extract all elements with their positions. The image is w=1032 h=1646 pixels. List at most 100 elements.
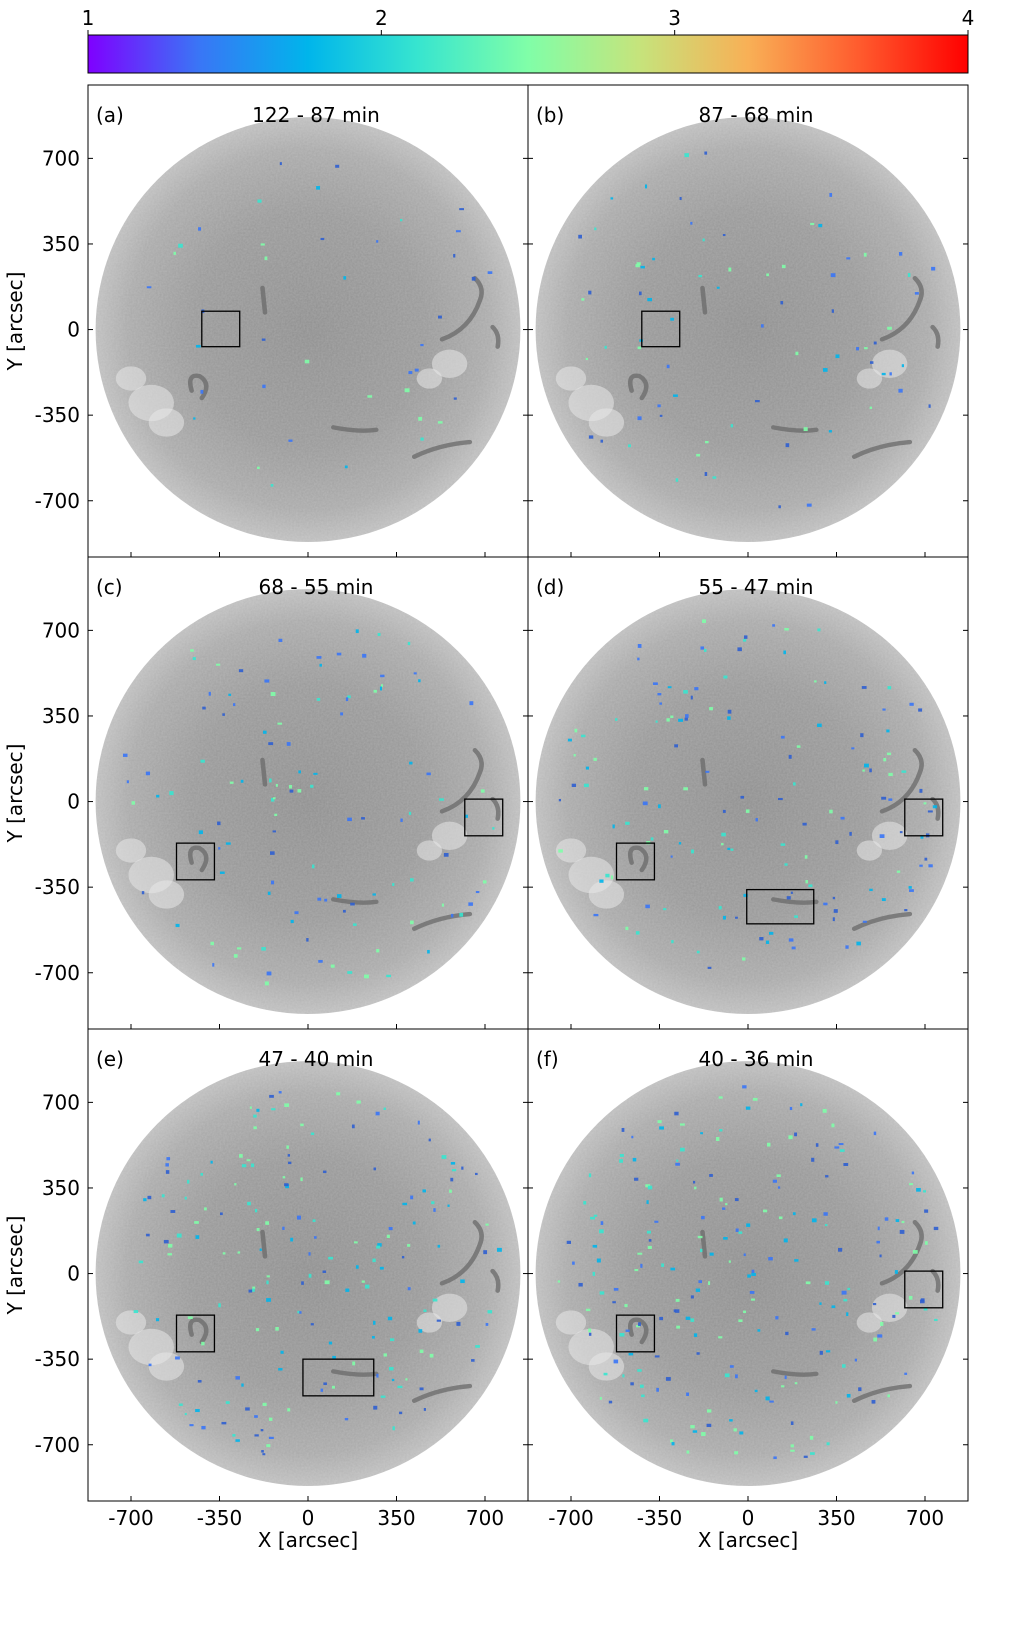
- detection-point: [195, 1409, 200, 1413]
- detection-point: [336, 1092, 341, 1096]
- detection-point: [728, 1260, 731, 1263]
- filament: [187, 373, 209, 401]
- detection-point: [487, 271, 493, 274]
- plage-region: [555, 1310, 587, 1335]
- detection-point: [772, 1179, 777, 1183]
- detection-point: [352, 1361, 356, 1366]
- detection-point: [318, 959, 323, 963]
- detection-point: [762, 1209, 768, 1213]
- filament: [930, 796, 941, 821]
- detection-point: [696, 1352, 700, 1355]
- detection-point: [233, 954, 238, 958]
- detection-point: [721, 843, 724, 846]
- detection-point: [261, 947, 266, 951]
- detection-point: [730, 424, 734, 428]
- detection-point: [566, 1240, 572, 1244]
- filament: [260, 1229, 268, 1259]
- detection-point: [194, 1221, 199, 1224]
- detection-point: [704, 151, 708, 155]
- detection-point: [264, 256, 268, 261]
- detection-point: [690, 1318, 695, 1322]
- detection-point: [156, 794, 160, 798]
- detection-point: [264, 679, 270, 683]
- detection-point: [296, 1215, 302, 1220]
- detection-point: [201, 1341, 205, 1346]
- detection-point: [694, 1186, 697, 1190]
- detection-point: [628, 444, 631, 448]
- detection-point: [640, 1263, 643, 1268]
- x-tick-label: 700: [906, 1506, 944, 1530]
- y-tick-label: 350: [42, 1176, 80, 1200]
- detection-point: [279, 162, 282, 166]
- detection-point: [698, 274, 702, 278]
- detection-point: [724, 1373, 730, 1378]
- detection-point: [447, 1204, 450, 1207]
- filament: [851, 1383, 913, 1403]
- detection-point: [675, 1162, 680, 1166]
- detection-point: [380, 684, 384, 688]
- detection-point: [663, 829, 669, 834]
- panel-f: (f) 40 - 36 min: [527, 1028, 969, 1502]
- detection-point: [794, 1259, 799, 1262]
- detection-point: [659, 702, 662, 705]
- detection-point: [696, 950, 700, 954]
- detection-point: [344, 1417, 349, 1421]
- detection-point: [819, 1350, 823, 1355]
- detection-point: [275, 784, 278, 787]
- detection-point: [240, 779, 244, 783]
- detection-point: [407, 1244, 411, 1247]
- detection-point: [835, 354, 840, 359]
- detection-point: [438, 315, 442, 319]
- detection-point: [790, 1449, 795, 1452]
- detection-point: [730, 848, 734, 851]
- detection-point: [920, 1298, 925, 1302]
- detection-point: [742, 1085, 747, 1089]
- detection-point: [238, 669, 244, 673]
- detection-point: [423, 1408, 426, 1411]
- detection-point: [372, 1258, 376, 1263]
- detection-point: [428, 1138, 431, 1142]
- detection-point: [380, 674, 385, 678]
- detection-point: [427, 949, 430, 954]
- detection-point: [760, 324, 764, 328]
- detection-point: [439, 798, 444, 801]
- detection-point: [659, 414, 663, 417]
- detection-point: [361, 1280, 365, 1283]
- detection-point: [236, 947, 242, 950]
- detection-point: [692, 1430, 698, 1433]
- detection-point: [397, 1385, 403, 1389]
- detection-point: [588, 435, 594, 439]
- detection-point: [311, 864, 315, 869]
- detection-point: [328, 1341, 333, 1345]
- region-box: [464, 798, 504, 837]
- detection-point: [745, 809, 750, 813]
- detection-point: [833, 909, 838, 913]
- detection-point: [455, 230, 461, 233]
- detection-point: [208, 691, 211, 696]
- detection-point: [670, 855, 673, 858]
- detection-point: [389, 1338, 395, 1342]
- detection-point: [824, 1224, 828, 1227]
- detection-point: [876, 1240, 880, 1244]
- detection-point: [661, 1263, 665, 1267]
- detection-point: [780, 843, 786, 846]
- detection-point: [290, 1237, 294, 1242]
- detection-point: [558, 849, 563, 853]
- detection-point: [453, 397, 457, 400]
- detection-point: [862, 920, 867, 923]
- detection-point: [585, 766, 590, 770]
- detection-point: [420, 437, 424, 441]
- filament: [490, 796, 501, 821]
- detection-point: [588, 290, 592, 295]
- detection-point: [656, 1387, 659, 1392]
- detection-point: [225, 842, 231, 845]
- detection-point: [788, 938, 794, 942]
- detection-point: [558, 798, 562, 802]
- detection-point: [877, 1334, 883, 1338]
- detection-point: [145, 771, 151, 776]
- detection-point: [751, 1269, 755, 1274]
- plage-region: [871, 349, 908, 378]
- detection-point: [264, 981, 269, 986]
- detection-point: [557, 1280, 561, 1283]
- detection-point: [806, 503, 812, 507]
